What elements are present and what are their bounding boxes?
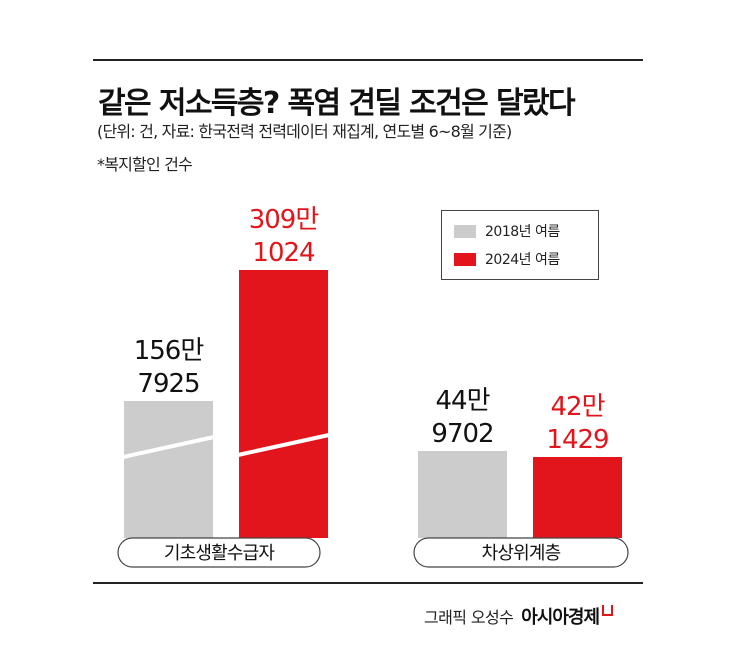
value-label-line1: 309만 [249,205,319,235]
chart-title: 같은 저소득층? 폭염 견딜 조건은 달랐다 [98,86,576,121]
category-label-1: 차상위계층 [482,543,561,564]
legend-item-2024: 2024년 여름 [454,249,560,269]
legend-swatch-2024 [454,252,476,266]
legend-item-2018: 2018년 여름 [454,221,560,241]
chart-note: *복지할인 건수 [97,155,193,174]
credit: 그래픽 오성수 아시아경제 [424,603,614,629]
category-pill-0 [117,537,321,568]
chart-subtitle: (단위: 건, 자료: 한국전력 전력데이터 재집계, 연도별 6~8월 기준) [97,122,512,141]
value-label-line1: 42만 [550,392,604,422]
bar-2024-0 [239,270,328,538]
axis-break-mark [237,433,330,457]
category-label-0: 기초생활수급자 [164,543,276,564]
legend-label-2018: 2018년 여름 [485,224,560,240]
brand-logo: 아시아경제 [521,607,600,628]
value-label-line2: 7925 [137,369,199,399]
legend-label-2024: 2024년 여름 [485,252,560,268]
chart-legend: 2018년 여름 2024년 여름 [441,210,599,280]
legend-swatch-2018 [454,224,476,238]
bar-2018-0 [124,401,213,538]
value-label-line2: 9702 [431,419,493,449]
credit-text: 그래픽 오성수 [424,608,514,627]
value-label-line2: 1024 [252,238,315,268]
brand-mark-icon [602,605,614,616]
bar-2024-1 [533,457,622,538]
bottom-rule [93,582,643,584]
bar-2018-1 [418,451,507,538]
value-label-line1: 156만 [134,336,204,366]
axis-break-mark [122,435,215,459]
value-label-line1: 44만 [435,386,489,416]
category-pill-1 [413,537,629,568]
value-label-line2: 1429 [546,425,608,455]
top-rule [93,59,643,61]
